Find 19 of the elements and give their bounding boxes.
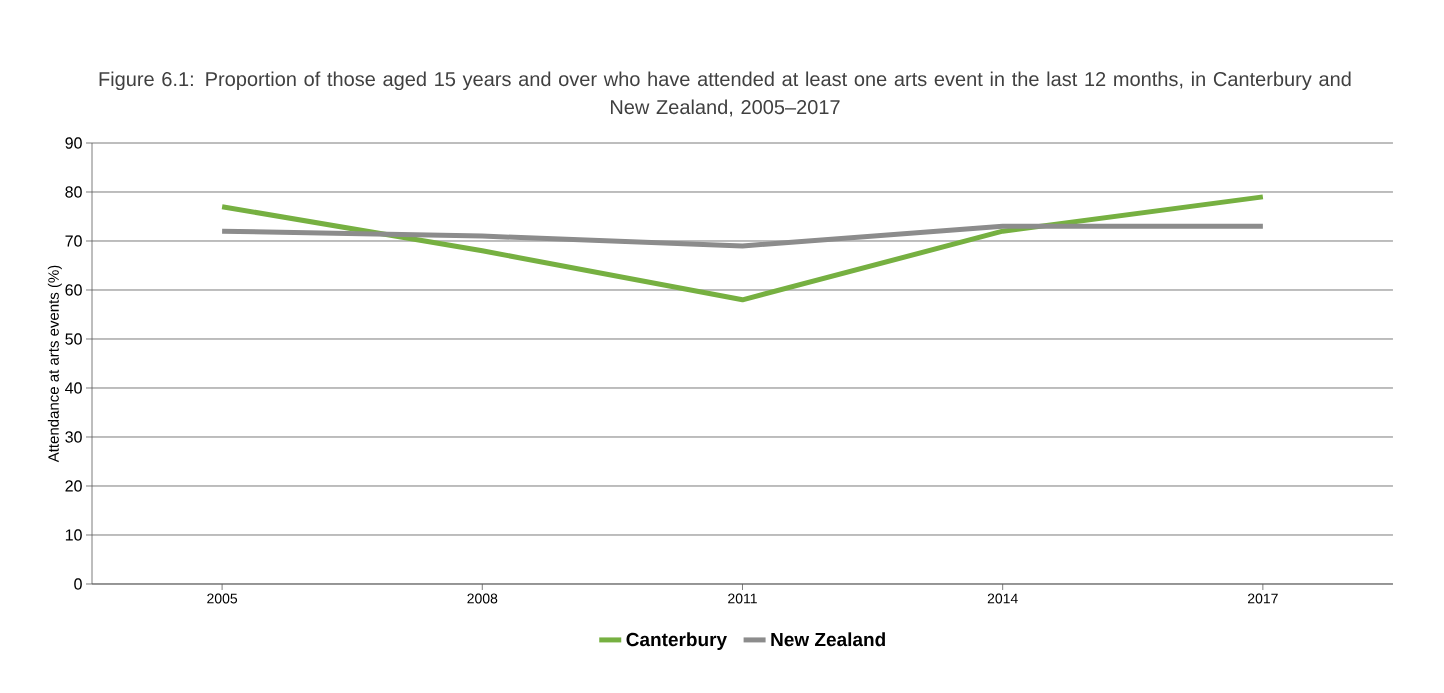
y-axis-title: Attendance at arts events (%) — [47, 265, 62, 463]
y-tick-label: 0 — [74, 578, 82, 590]
x-tick-label: 2005 — [207, 593, 238, 604]
x-tick-label: 2017 — [1248, 593, 1278, 604]
legend-label: New Zealand — [771, 632, 885, 647]
y-tick-label: 10 — [65, 529, 82, 541]
chart-title: Figure 6.1: Proportion of those aged 15 years and over who have attended at least one arts event in the last 12 months, in Canterbury and New Zealand, 2005–2017 — [99, 71, 1351, 117]
y-tick-label: 30 — [65, 431, 82, 443]
x-tick-label: 2008 — [467, 593, 498, 604]
y-tick-label: 60 — [65, 284, 82, 296]
y-tick-label: 80 — [65, 186, 82, 198]
y-tick-label: 40 — [65, 382, 82, 394]
y-tick-label: 50 — [65, 333, 82, 345]
y-tick-label: 70 — [65, 235, 82, 247]
x-tick-label: 2014 — [987, 593, 1018, 604]
y-tick-label: 20 — [65, 480, 82, 492]
legend-label: Canterbury — [626, 632, 727, 650]
y-tick-label: 90 — [65, 137, 82, 149]
x-tick-label: 2011 — [728, 593, 757, 604]
